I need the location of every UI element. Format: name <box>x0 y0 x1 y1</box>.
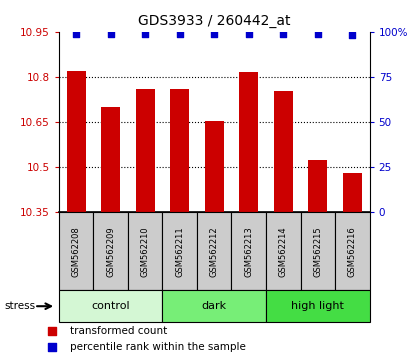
Bar <box>266 212 301 290</box>
Text: percentile rank within the sample: percentile rank within the sample <box>70 342 245 352</box>
Bar <box>163 212 197 290</box>
Bar <box>93 212 128 290</box>
Bar <box>66 71 86 212</box>
Point <box>107 31 114 36</box>
Point <box>142 31 149 36</box>
Text: GSM562215: GSM562215 <box>313 226 322 277</box>
Point <box>73 31 79 36</box>
Bar <box>101 107 120 212</box>
Bar <box>170 89 189 212</box>
Point <box>49 344 55 350</box>
Point <box>211 31 218 36</box>
Bar <box>335 212 370 290</box>
Text: dark: dark <box>202 301 227 311</box>
Text: stress: stress <box>4 301 35 311</box>
Text: transformed count: transformed count <box>70 326 167 336</box>
Bar <box>197 212 231 290</box>
Text: GSM562212: GSM562212 <box>210 226 219 277</box>
Bar <box>205 121 224 212</box>
Bar <box>301 212 335 290</box>
Point <box>315 31 321 36</box>
Bar <box>231 212 266 290</box>
Text: GSM562208: GSM562208 <box>71 226 81 277</box>
Bar <box>308 160 327 212</box>
Point <box>245 31 252 36</box>
Bar <box>136 89 155 212</box>
Bar <box>59 212 93 290</box>
Point <box>49 328 55 334</box>
Point <box>349 33 356 38</box>
Text: control: control <box>91 301 130 311</box>
Bar <box>343 173 362 212</box>
Bar <box>266 290 370 322</box>
Text: GSM562209: GSM562209 <box>106 226 115 277</box>
Text: GSM562213: GSM562213 <box>244 226 253 277</box>
Text: GSM562214: GSM562214 <box>279 226 288 277</box>
Text: GSM562216: GSM562216 <box>348 226 357 277</box>
Bar <box>163 290 266 322</box>
Point <box>280 31 286 36</box>
Point <box>176 31 183 36</box>
Text: GSM562211: GSM562211 <box>175 226 184 277</box>
Title: GDS3933 / 260442_at: GDS3933 / 260442_at <box>138 14 291 28</box>
Bar <box>59 290 163 322</box>
Bar <box>128 212 163 290</box>
Text: high light: high light <box>291 301 344 311</box>
Text: GSM562210: GSM562210 <box>141 226 150 277</box>
Bar <box>239 73 258 212</box>
Bar <box>274 91 293 212</box>
